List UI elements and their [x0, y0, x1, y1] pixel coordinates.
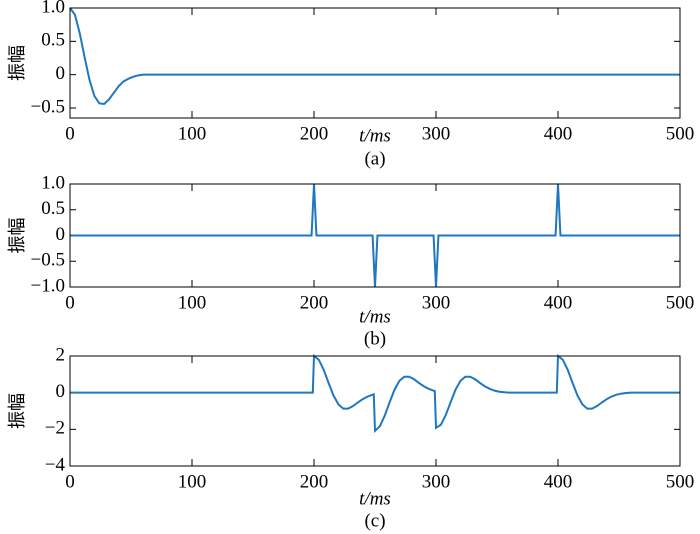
x-tick-label: 100 — [178, 471, 207, 492]
x-tick-label: 300 — [422, 292, 451, 313]
x-tick-label: 200 — [300, 292, 329, 313]
y-tick-label: −0.5 — [31, 250, 65, 271]
x-tick-label: 100 — [178, 123, 207, 144]
data-line — [69, 7, 680, 106]
x-tick-label: 400 — [544, 123, 573, 144]
y-tick-label: 2 — [56, 344, 66, 365]
x-tick-label: 300 — [422, 123, 451, 144]
y-tick-label: −2 — [45, 418, 65, 439]
axes-frame — [69, 183, 681, 288]
x-tick-label: 200 — [300, 123, 329, 144]
x-axis-label: t/ms — [359, 306, 391, 327]
data-line — [70, 183, 680, 288]
x-tick-label: 200 — [300, 471, 329, 492]
x-tick-label: 400 — [544, 471, 573, 492]
y-tick-label: 1.0 — [41, 172, 65, 193]
x-tick-label: 500 — [666, 471, 695, 492]
x-tick-label: 400 — [544, 292, 573, 313]
caption: (c) — [364, 510, 385, 531]
y-tick-label: 0 — [56, 63, 66, 84]
caption: (b) — [364, 328, 386, 349]
x-tick-label: 0 — [65, 471, 75, 492]
x-axis-label: t/ms — [359, 125, 391, 146]
y-tick-label: −4 — [45, 454, 66, 475]
y-tick-label: 0 — [56, 224, 66, 245]
x-tick-label: 0 — [65, 292, 75, 313]
x-tick-label: 500 — [666, 123, 695, 144]
caption: (a) — [364, 148, 385, 169]
y-tick-label: 0 — [56, 381, 66, 402]
axes-frame — [69, 355, 681, 467]
y-axis-label: 振幅 — [7, 45, 28, 81]
y-tick-label: 1.0 — [41, 0, 65, 17]
y-tick-label: 0.5 — [41, 30, 65, 51]
y-tick-label: −1.0 — [31, 275, 65, 296]
x-tick-label: 300 — [422, 471, 451, 492]
x-tick-label: 0 — [65, 123, 75, 144]
axes-frame — [69, 7, 681, 119]
y-axis-label: 振幅 — [7, 218, 28, 254]
data-line — [70, 353, 680, 434]
x-tick-label: 500 — [666, 292, 695, 313]
x-axis-label: t/ms — [359, 488, 391, 509]
y-axis-label: 振幅 — [7, 393, 28, 429]
x-tick-label: 100 — [178, 292, 207, 313]
y-tick-label: −0.5 — [31, 96, 65, 117]
y-tick-label: 0.5 — [41, 198, 65, 219]
